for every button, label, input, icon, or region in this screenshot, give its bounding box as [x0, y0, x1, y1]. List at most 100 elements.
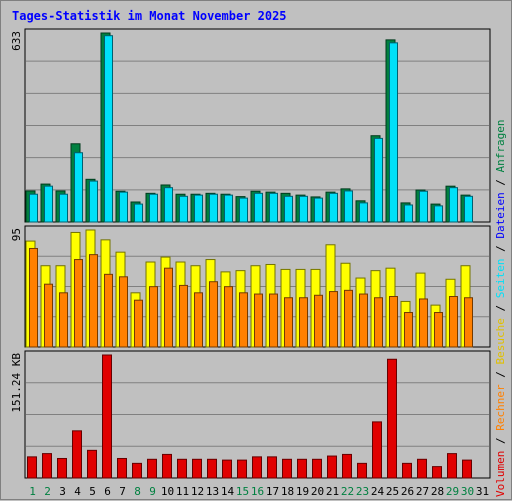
bar-volumen-12 [192, 458, 202, 479]
bar-volumen-14 [222, 459, 232, 479]
x-label-26: 26 [401, 485, 414, 498]
x-label-8: 8 [134, 485, 141, 498]
ymax-label-middle: 95 [10, 228, 23, 241]
bar-volumen-4 [72, 430, 82, 479]
bar-rechner-27 [419, 298, 428, 348]
bar-volumen-1 [27, 456, 37, 479]
bar-volumen-6 [102, 354, 112, 479]
bar-dateien-29 [449, 187, 458, 223]
bar-volumen-21 [327, 455, 337, 479]
bar-dateien-2 [44, 185, 53, 223]
bar-dateien-8 [134, 203, 143, 223]
bar-volumen-9 [147, 458, 157, 479]
x-label-27: 27 [416, 485, 429, 498]
bar-rechner-7 [119, 276, 128, 348]
bar-dateien-23 [359, 202, 368, 223]
bar-rechner-11 [179, 284, 188, 348]
x-label-10: 10 [161, 485, 174, 498]
x-label-5: 5 [89, 485, 96, 498]
bar-rechner-15 [239, 292, 248, 348]
ymax-label-bottom: 151.24 KB [10, 353, 23, 413]
bar-dateien-18 [284, 195, 293, 223]
bar-volumen-8 [132, 462, 142, 479]
bar-rechner-13 [209, 281, 218, 348]
x-label-16: 16 [251, 485, 264, 498]
x-label-30: 30 [461, 485, 474, 498]
x-label-19: 19 [296, 485, 309, 498]
bar-volumen-20 [312, 458, 322, 479]
legend-separator: / [494, 172, 507, 192]
bar-dateien-21 [329, 192, 338, 223]
x-label-2: 2 [44, 485, 51, 498]
bar-rechner-17 [269, 293, 278, 348]
bar-rechner-10 [164, 267, 173, 348]
bar-dateien-28 [434, 205, 443, 223]
bar-dateien-10 [164, 187, 173, 223]
bar-dateien-20 [314, 197, 323, 223]
bar-rechner-22 [344, 289, 353, 348]
bar-dateien-19 [299, 195, 308, 223]
bar-volumen-17 [267, 456, 277, 479]
x-label-14: 14 [221, 485, 235, 498]
bar-rechner-16 [254, 293, 263, 348]
x-label-1: 1 [29, 485, 36, 498]
bar-dateien-25 [389, 42, 398, 223]
bar-rechner-12 [194, 292, 203, 348]
x-label-17: 17 [266, 485, 279, 498]
bar-rechner-1 [29, 247, 38, 348]
bar-dateien-15 [239, 197, 248, 223]
bar-dateien-17 [269, 192, 278, 223]
bar-volumen-16 [252, 456, 262, 479]
bar-rechner-29 [449, 296, 458, 348]
bar-rechner-26 [404, 312, 413, 348]
bar-rechner-20 [314, 294, 323, 348]
x-label-25: 25 [386, 485, 399, 498]
bar-rechner-3 [59, 292, 68, 348]
x-label-24: 24 [371, 485, 385, 498]
bar-volumen-18 [282, 458, 292, 479]
bar-volumen-26 [402, 462, 412, 479]
x-label-3: 3 [59, 485, 66, 498]
bar-volumen-29 [447, 453, 457, 479]
legend-separator: / [494, 365, 507, 385]
legend-separator: / [494, 239, 507, 259]
bar-rechner-24 [374, 297, 383, 348]
bar-volumen-25 [387, 358, 397, 479]
legend-rechner: Rechner [494, 384, 507, 431]
bar-dateien-12 [194, 194, 203, 223]
bar-volumen-22 [342, 453, 352, 479]
legend-anfragen: Anfragen [494, 119, 507, 172]
bar-dateien-26 [404, 204, 413, 223]
x-label-18: 18 [281, 485, 294, 498]
x-label-6: 6 [104, 485, 111, 498]
bar-dateien-9 [149, 193, 158, 223]
bar-rechner-30 [464, 297, 473, 348]
bar-volumen-23 [357, 462, 367, 479]
legend-separator: / [494, 298, 507, 318]
bar-volumen-19 [297, 458, 307, 479]
bar-dateien-1 [29, 193, 38, 223]
bar-rechner-23 [359, 293, 368, 348]
bar-dateien-11 [179, 195, 188, 223]
bar-dateien-24 [374, 137, 383, 223]
bar-dateien-13 [209, 193, 218, 223]
bar-dateien-30 [464, 195, 473, 223]
x-label-23: 23 [356, 485, 369, 498]
legend: Volumen / Rechner / Besuche / Seiten / D… [494, 119, 507, 497]
bar-rechner-28 [434, 312, 443, 348]
bar-rechner-5 [89, 254, 98, 348]
x-label-22: 22 [341, 485, 354, 498]
bar-volumen-28 [432, 466, 442, 479]
legend-volumen: Volumen [494, 451, 507, 497]
bar-rechner-18 [284, 297, 293, 348]
x-label-28: 28 [431, 485, 444, 498]
bar-volumen-11 [177, 458, 187, 479]
bar-dateien-14 [224, 194, 233, 223]
bar-dateien-5 [89, 180, 98, 223]
bar-dateien-4 [74, 152, 83, 223]
bar-volumen-13 [207, 458, 217, 479]
bar-volumen-30 [462, 459, 472, 479]
x-label-11: 11 [176, 485, 189, 498]
